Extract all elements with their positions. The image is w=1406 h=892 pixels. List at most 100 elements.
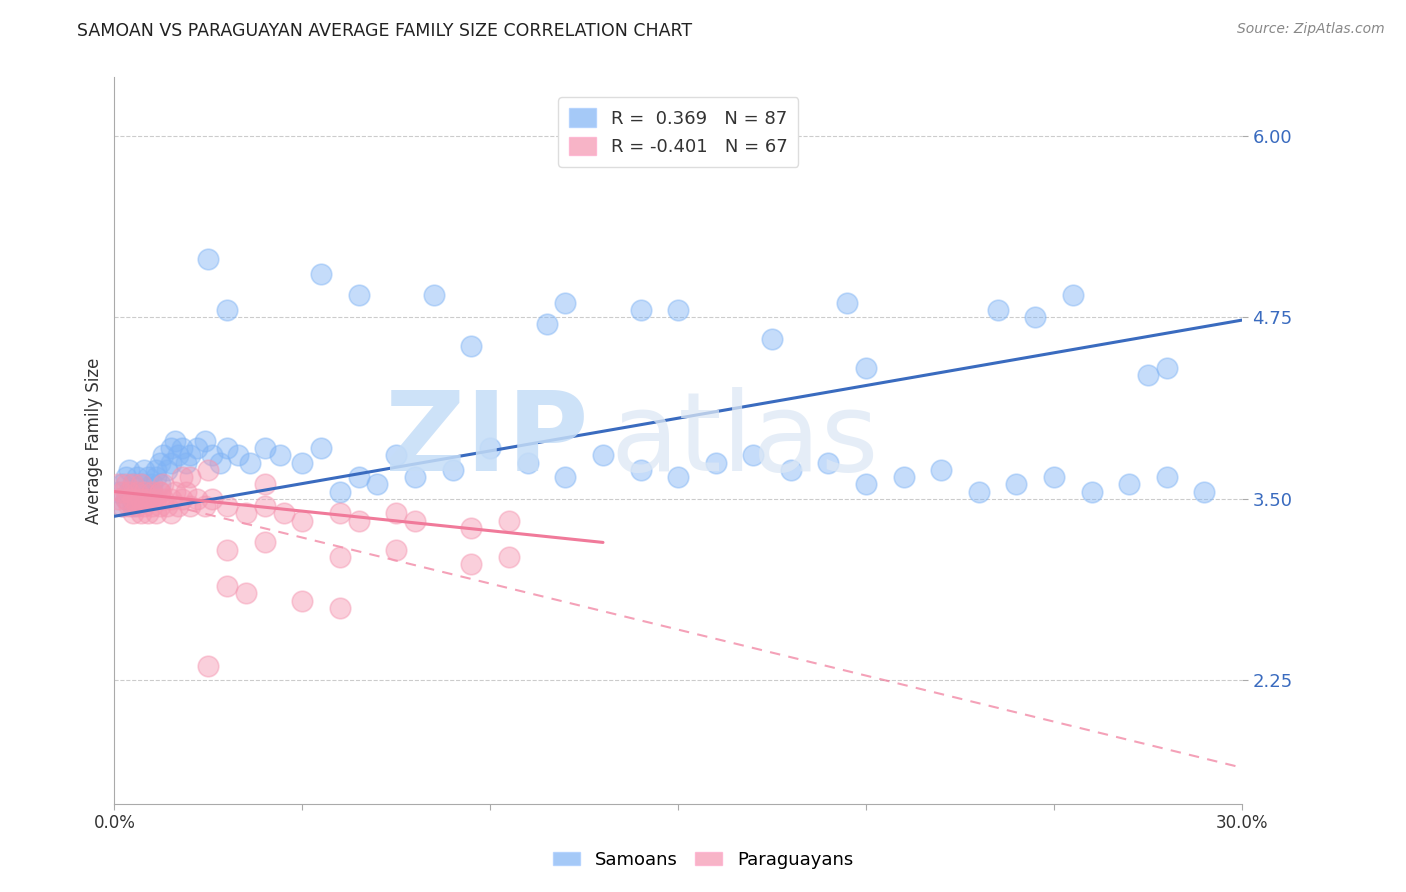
Point — [129, 477, 152, 491]
Point — [536, 318, 558, 332]
Point — [118, 463, 141, 477]
Point — [329, 507, 352, 521]
Point — [174, 484, 197, 499]
Point — [855, 361, 877, 376]
Point — [159, 441, 181, 455]
Point — [630, 302, 652, 317]
Point — [136, 507, 159, 521]
Point — [441, 463, 464, 477]
Point — [152, 491, 174, 506]
Text: ZIP: ZIP — [385, 387, 588, 494]
Point — [1194, 484, 1216, 499]
Point — [329, 549, 352, 564]
Point — [460, 339, 482, 353]
Point — [291, 514, 314, 528]
Point — [114, 477, 136, 491]
Point — [163, 484, 186, 499]
Point — [111, 477, 134, 491]
Point — [347, 514, 370, 528]
Point — [404, 470, 426, 484]
Point — [780, 463, 803, 477]
Point — [134, 484, 156, 499]
Point — [194, 499, 217, 513]
Point — [134, 484, 156, 499]
Point — [1043, 470, 1066, 484]
Point — [666, 470, 689, 484]
Point — [460, 521, 482, 535]
Point — [1005, 477, 1028, 491]
Point — [122, 499, 145, 513]
Point — [159, 456, 181, 470]
Point — [170, 491, 193, 506]
Point — [1118, 477, 1140, 491]
Point — [179, 448, 201, 462]
Point — [107, 491, 129, 506]
Point — [967, 484, 990, 499]
Point — [159, 507, 181, 521]
Point — [145, 491, 167, 506]
Point — [253, 535, 276, 549]
Y-axis label: Average Family Size: Average Family Size — [86, 358, 103, 524]
Point — [148, 477, 170, 491]
Point — [141, 484, 163, 499]
Point — [129, 507, 152, 521]
Point — [148, 484, 170, 499]
Point — [554, 470, 576, 484]
Legend: Samoans, Paraguayans: Samoans, Paraguayans — [546, 844, 860, 876]
Point — [385, 448, 408, 462]
Point — [197, 463, 219, 477]
Point — [145, 463, 167, 477]
Point — [479, 441, 502, 455]
Point — [148, 484, 170, 499]
Point — [273, 507, 295, 521]
Point — [929, 463, 952, 477]
Point — [309, 441, 332, 455]
Point — [385, 507, 408, 521]
Point — [516, 456, 538, 470]
Point — [194, 434, 217, 448]
Point — [1024, 310, 1046, 325]
Point — [704, 456, 727, 470]
Point — [179, 470, 201, 484]
Point — [111, 484, 134, 499]
Point — [554, 295, 576, 310]
Point — [253, 477, 276, 491]
Point — [125, 484, 148, 499]
Point — [837, 295, 859, 310]
Point — [152, 477, 174, 491]
Point — [111, 499, 134, 513]
Point — [114, 491, 136, 506]
Point — [217, 302, 239, 317]
Point — [253, 441, 276, 455]
Point — [179, 499, 201, 513]
Point — [136, 491, 159, 506]
Point — [114, 470, 136, 484]
Point — [111, 499, 134, 513]
Point — [1062, 288, 1084, 302]
Point — [152, 448, 174, 462]
Point — [145, 507, 167, 521]
Point — [148, 499, 170, 513]
Text: atlas: atlas — [610, 387, 879, 494]
Point — [107, 477, 129, 491]
Point — [893, 470, 915, 484]
Point — [498, 514, 520, 528]
Point — [217, 542, 239, 557]
Point — [987, 302, 1010, 317]
Point — [159, 491, 181, 506]
Point — [630, 463, 652, 477]
Point — [423, 288, 446, 302]
Point — [201, 491, 224, 506]
Point — [235, 507, 257, 521]
Point — [291, 593, 314, 607]
Point — [141, 484, 163, 499]
Point — [197, 659, 219, 673]
Point — [118, 484, 141, 499]
Point — [742, 448, 765, 462]
Point — [1156, 361, 1178, 376]
Point — [125, 499, 148, 513]
Point — [1080, 484, 1102, 499]
Point — [174, 456, 197, 470]
Point — [817, 456, 839, 470]
Point — [156, 463, 179, 477]
